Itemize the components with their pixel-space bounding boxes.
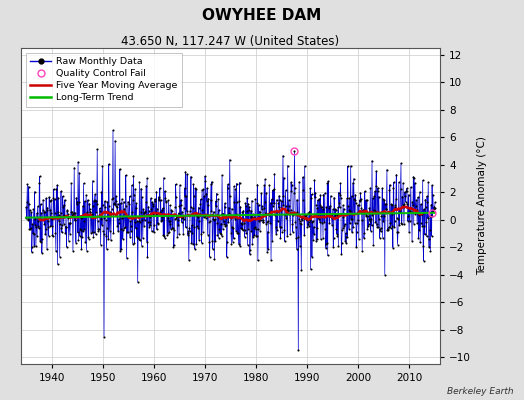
Text: Berkeley Earth: Berkeley Earth: [447, 387, 514, 396]
Title: 43.650 N, 117.247 W (United States): 43.650 N, 117.247 W (United States): [122, 35, 340, 48]
Y-axis label: Temperature Anomaly (°C): Temperature Anomaly (°C): [477, 136, 487, 276]
Text: OWYHEE DAM: OWYHEE DAM: [202, 8, 322, 23]
Legend: Raw Monthly Data, Quality Control Fail, Five Year Moving Average, Long-Term Tren: Raw Monthly Data, Quality Control Fail, …: [26, 53, 182, 107]
